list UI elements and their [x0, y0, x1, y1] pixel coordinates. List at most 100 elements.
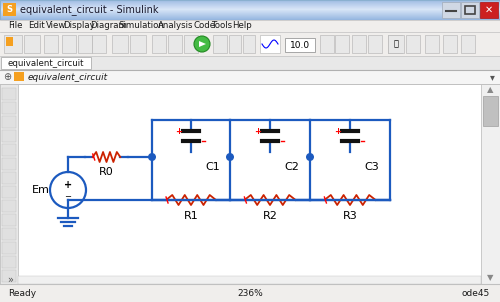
FancyBboxPatch shape: [0, 70, 500, 84]
FancyBboxPatch shape: [6, 37, 13, 46]
FancyBboxPatch shape: [2, 130, 16, 142]
FancyBboxPatch shape: [406, 35, 420, 53]
Text: 🐛: 🐛: [394, 40, 398, 49]
FancyBboxPatch shape: [260, 35, 280, 53]
FancyBboxPatch shape: [335, 35, 349, 53]
FancyBboxPatch shape: [2, 200, 16, 212]
Text: Analysis: Analysis: [158, 21, 194, 31]
Text: 10.0: 10.0: [290, 40, 310, 50]
FancyBboxPatch shape: [2, 256, 16, 268]
FancyBboxPatch shape: [443, 35, 457, 53]
Circle shape: [226, 153, 234, 161]
FancyBboxPatch shape: [461, 35, 475, 53]
Text: ▲: ▲: [487, 85, 493, 95]
Text: ▼: ▼: [487, 274, 493, 282]
FancyBboxPatch shape: [1, 57, 91, 69]
Text: R0: R0: [99, 167, 114, 177]
FancyBboxPatch shape: [442, 2, 460, 18]
FancyBboxPatch shape: [2, 214, 16, 226]
FancyBboxPatch shape: [2, 186, 16, 198]
Text: Simulation: Simulation: [118, 21, 164, 31]
FancyBboxPatch shape: [4, 35, 22, 53]
FancyBboxPatch shape: [229, 35, 241, 53]
FancyBboxPatch shape: [92, 35, 106, 53]
FancyBboxPatch shape: [320, 35, 334, 53]
Text: ✕: ✕: [485, 5, 493, 15]
Text: C3: C3: [364, 162, 379, 172]
FancyBboxPatch shape: [425, 35, 439, 53]
Text: R3: R3: [342, 211, 357, 221]
FancyBboxPatch shape: [130, 35, 146, 53]
Text: +: +: [64, 180, 72, 190]
FancyBboxPatch shape: [388, 35, 404, 53]
Circle shape: [306, 153, 314, 161]
Text: +: +: [176, 127, 182, 136]
Text: Display: Display: [63, 21, 95, 31]
FancyBboxPatch shape: [0, 20, 500, 32]
Text: Tools: Tools: [212, 21, 233, 31]
FancyBboxPatch shape: [184, 35, 198, 53]
Text: Edit: Edit: [28, 21, 45, 31]
FancyBboxPatch shape: [112, 35, 128, 53]
FancyBboxPatch shape: [2, 172, 16, 184]
Text: Code: Code: [194, 21, 216, 31]
FancyBboxPatch shape: [481, 84, 500, 284]
Text: equivalent_circuit: equivalent_circuit: [7, 59, 84, 68]
FancyBboxPatch shape: [2, 144, 16, 156]
FancyBboxPatch shape: [0, 0, 500, 20]
FancyBboxPatch shape: [0, 284, 500, 302]
Text: Help: Help: [232, 21, 252, 31]
FancyBboxPatch shape: [0, 56, 500, 70]
Text: View: View: [46, 21, 66, 31]
Text: C2: C2: [284, 162, 299, 172]
Text: Diagram: Diagram: [90, 21, 127, 31]
Text: ⊕: ⊕: [3, 72, 11, 82]
FancyBboxPatch shape: [2, 270, 16, 282]
FancyBboxPatch shape: [14, 72, 24, 81]
Text: +: +: [334, 127, 342, 136]
Text: +: +: [254, 127, 262, 136]
FancyBboxPatch shape: [0, 84, 18, 284]
FancyBboxPatch shape: [2, 116, 16, 128]
FancyBboxPatch shape: [0, 32, 500, 56]
Text: 236%: 236%: [237, 288, 263, 297]
FancyBboxPatch shape: [18, 84, 481, 284]
Text: ode45: ode45: [462, 288, 490, 297]
Text: R2: R2: [262, 211, 278, 221]
FancyBboxPatch shape: [388, 35, 402, 53]
Text: Ready: Ready: [8, 288, 36, 297]
FancyBboxPatch shape: [352, 35, 366, 53]
FancyBboxPatch shape: [285, 38, 315, 52]
Text: R1: R1: [184, 211, 198, 221]
Text: equivalent_circuit: equivalent_circuit: [28, 72, 108, 82]
FancyBboxPatch shape: [44, 35, 58, 53]
FancyBboxPatch shape: [152, 35, 166, 53]
FancyBboxPatch shape: [480, 2, 498, 18]
FancyBboxPatch shape: [461, 2, 479, 18]
FancyBboxPatch shape: [24, 35, 40, 53]
FancyBboxPatch shape: [243, 35, 255, 53]
FancyBboxPatch shape: [213, 35, 227, 53]
Text: Em: Em: [32, 185, 50, 195]
Circle shape: [194, 36, 210, 52]
Text: C1: C1: [205, 162, 220, 172]
FancyBboxPatch shape: [2, 228, 16, 240]
FancyBboxPatch shape: [368, 35, 382, 53]
FancyBboxPatch shape: [168, 35, 182, 53]
Text: S: S: [6, 5, 12, 14]
FancyBboxPatch shape: [2, 102, 16, 114]
FancyBboxPatch shape: [3, 3, 16, 16]
Text: »: »: [7, 275, 13, 285]
FancyBboxPatch shape: [483, 96, 498, 126]
FancyBboxPatch shape: [18, 276, 481, 284]
FancyBboxPatch shape: [78, 35, 92, 53]
Text: File: File: [8, 21, 22, 31]
Polygon shape: [199, 41, 206, 47]
FancyBboxPatch shape: [2, 242, 16, 254]
Circle shape: [50, 172, 86, 208]
Text: equivalent_circuit - Simulink: equivalent_circuit - Simulink: [20, 5, 158, 15]
FancyBboxPatch shape: [62, 35, 76, 53]
Text: ─: ─: [66, 191, 70, 201]
Text: ▾: ▾: [490, 72, 494, 82]
Circle shape: [148, 153, 156, 161]
